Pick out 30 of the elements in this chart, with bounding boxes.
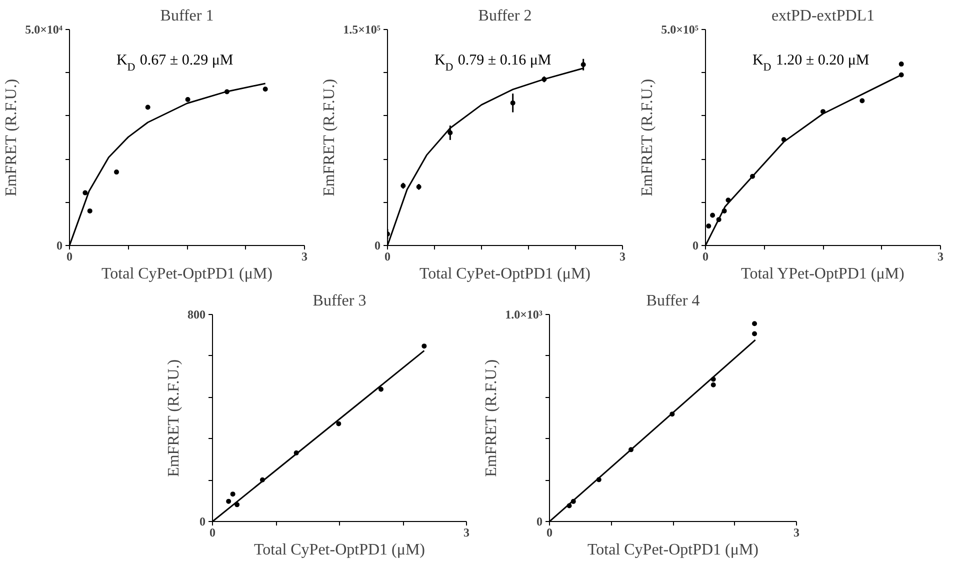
y-tick-label: 5.0×10⁵ <box>661 22 699 36</box>
x-axis-title: Total YPet-OptPD1 (μM) <box>741 266 904 282</box>
y-axis-title: EmFRET (R.F.U.) <box>639 78 656 196</box>
x-axis-title: Total CyPet-OptPD1 (μM) <box>587 542 759 558</box>
y-tick-label: 1.0×10³ <box>505 308 543 322</box>
chart-title: Buffer 4 <box>646 292 700 310</box>
chart-title: extPD-extPDL1 <box>771 8 875 24</box>
chart-title: Buffer 2 <box>478 8 532 24</box>
y-tick-label: 5.0×10⁴ <box>25 22 63 36</box>
x-tick-label: 3 <box>794 526 800 540</box>
x-axis-title: Total CyPet-OptPD1 (μM) <box>101 266 273 282</box>
chart-title: Buffer 3 <box>312 292 366 310</box>
x-tick-label: 0 <box>546 526 552 540</box>
x-tick-label: 0 <box>210 526 216 540</box>
x-axis-title: Total CyPet-OptPD1 (μM) <box>254 542 426 558</box>
y-axis-title: EmFRET (R.F.U.) <box>321 78 338 196</box>
x-tick-label: 3 <box>302 250 308 264</box>
x-tick-label: 3 <box>620 250 626 264</box>
y-axis-title: EmFRET (R.F.U.) <box>3 78 20 196</box>
x-tick-label: 0 <box>702 250 708 264</box>
y-tick-label: 1.5×10⁵ <box>343 22 381 36</box>
x-tick-label: 3 <box>464 526 470 540</box>
chart-title: Buffer 1 <box>160 8 214 24</box>
x-tick-label: 3 <box>938 250 944 264</box>
y-tick-label: 800 <box>188 308 206 322</box>
x-tick-label: 0 <box>66 250 72 264</box>
x-axis-title: Total CyPet-OptPD1 (μM) <box>419 266 591 282</box>
x-tick-label: 0 <box>384 250 390 264</box>
y-axis-title: EmFRET (R.F.U.) <box>166 359 182 477</box>
y-axis-title: EmFRET (R.F.U.) <box>483 359 500 477</box>
